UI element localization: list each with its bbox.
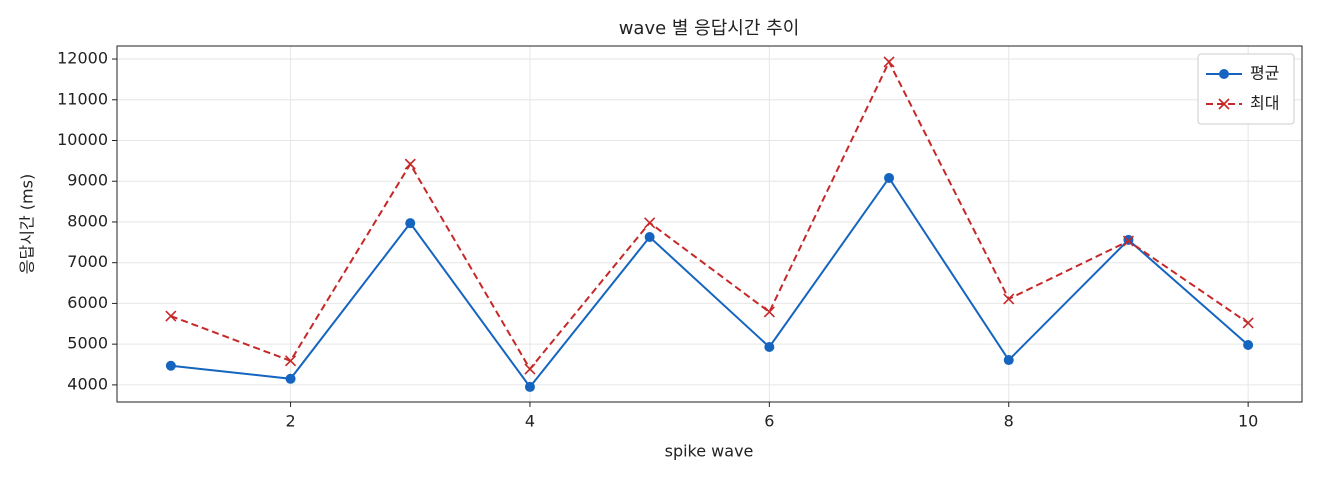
x-tick-label: 6 xyxy=(764,412,774,431)
series-line xyxy=(170,176,1249,389)
marker xyxy=(404,158,416,170)
legend-label: 최대 xyxy=(1250,94,1279,113)
marker xyxy=(644,232,655,243)
y-tick-label: 11000 xyxy=(57,89,108,108)
marker xyxy=(763,306,775,318)
plot-frame xyxy=(116,45,1303,403)
x-tick-label: 2 xyxy=(285,412,295,431)
y-tick-label: 7000 xyxy=(67,252,108,271)
y-tick-label: 9000 xyxy=(67,171,108,190)
y-tick-label: 10000 xyxy=(57,130,108,149)
marker xyxy=(1003,355,1014,366)
marker xyxy=(285,373,296,384)
marker xyxy=(883,56,895,68)
marker xyxy=(884,172,895,183)
y-tick-label: 5000 xyxy=(67,334,108,353)
marker xyxy=(1243,339,1254,350)
marker xyxy=(524,363,536,375)
x-tick-label: 10 xyxy=(1238,412,1258,431)
marker xyxy=(165,360,176,371)
y-tick-label: 4000 xyxy=(67,374,108,393)
legend-label: 평균 xyxy=(1250,64,1279,83)
marker xyxy=(1219,69,1229,79)
marker xyxy=(1123,234,1134,245)
marker xyxy=(1003,293,1015,305)
x-tick-label: 4 xyxy=(525,412,535,431)
marker xyxy=(165,310,177,322)
chart-title: wave 별 응답시간 추이 xyxy=(619,18,800,39)
marker xyxy=(284,355,297,367)
y-axis-label: 응답시간 (ms) xyxy=(18,174,37,274)
marker xyxy=(1242,317,1254,329)
marker xyxy=(405,218,416,229)
x-axis-label: spike wave xyxy=(665,442,754,461)
marker xyxy=(524,381,535,392)
y-tick-label: 12000 xyxy=(57,49,108,68)
legend-box xyxy=(1197,53,1295,125)
marker xyxy=(644,217,656,229)
x-tick-label: 8 xyxy=(1004,412,1014,431)
y-tick-label: 6000 xyxy=(67,293,108,312)
marker xyxy=(1122,235,1135,247)
y-tick-label: 8000 xyxy=(67,211,108,230)
marker xyxy=(764,342,775,353)
marker xyxy=(1218,98,1230,110)
series-line xyxy=(170,59,1249,371)
